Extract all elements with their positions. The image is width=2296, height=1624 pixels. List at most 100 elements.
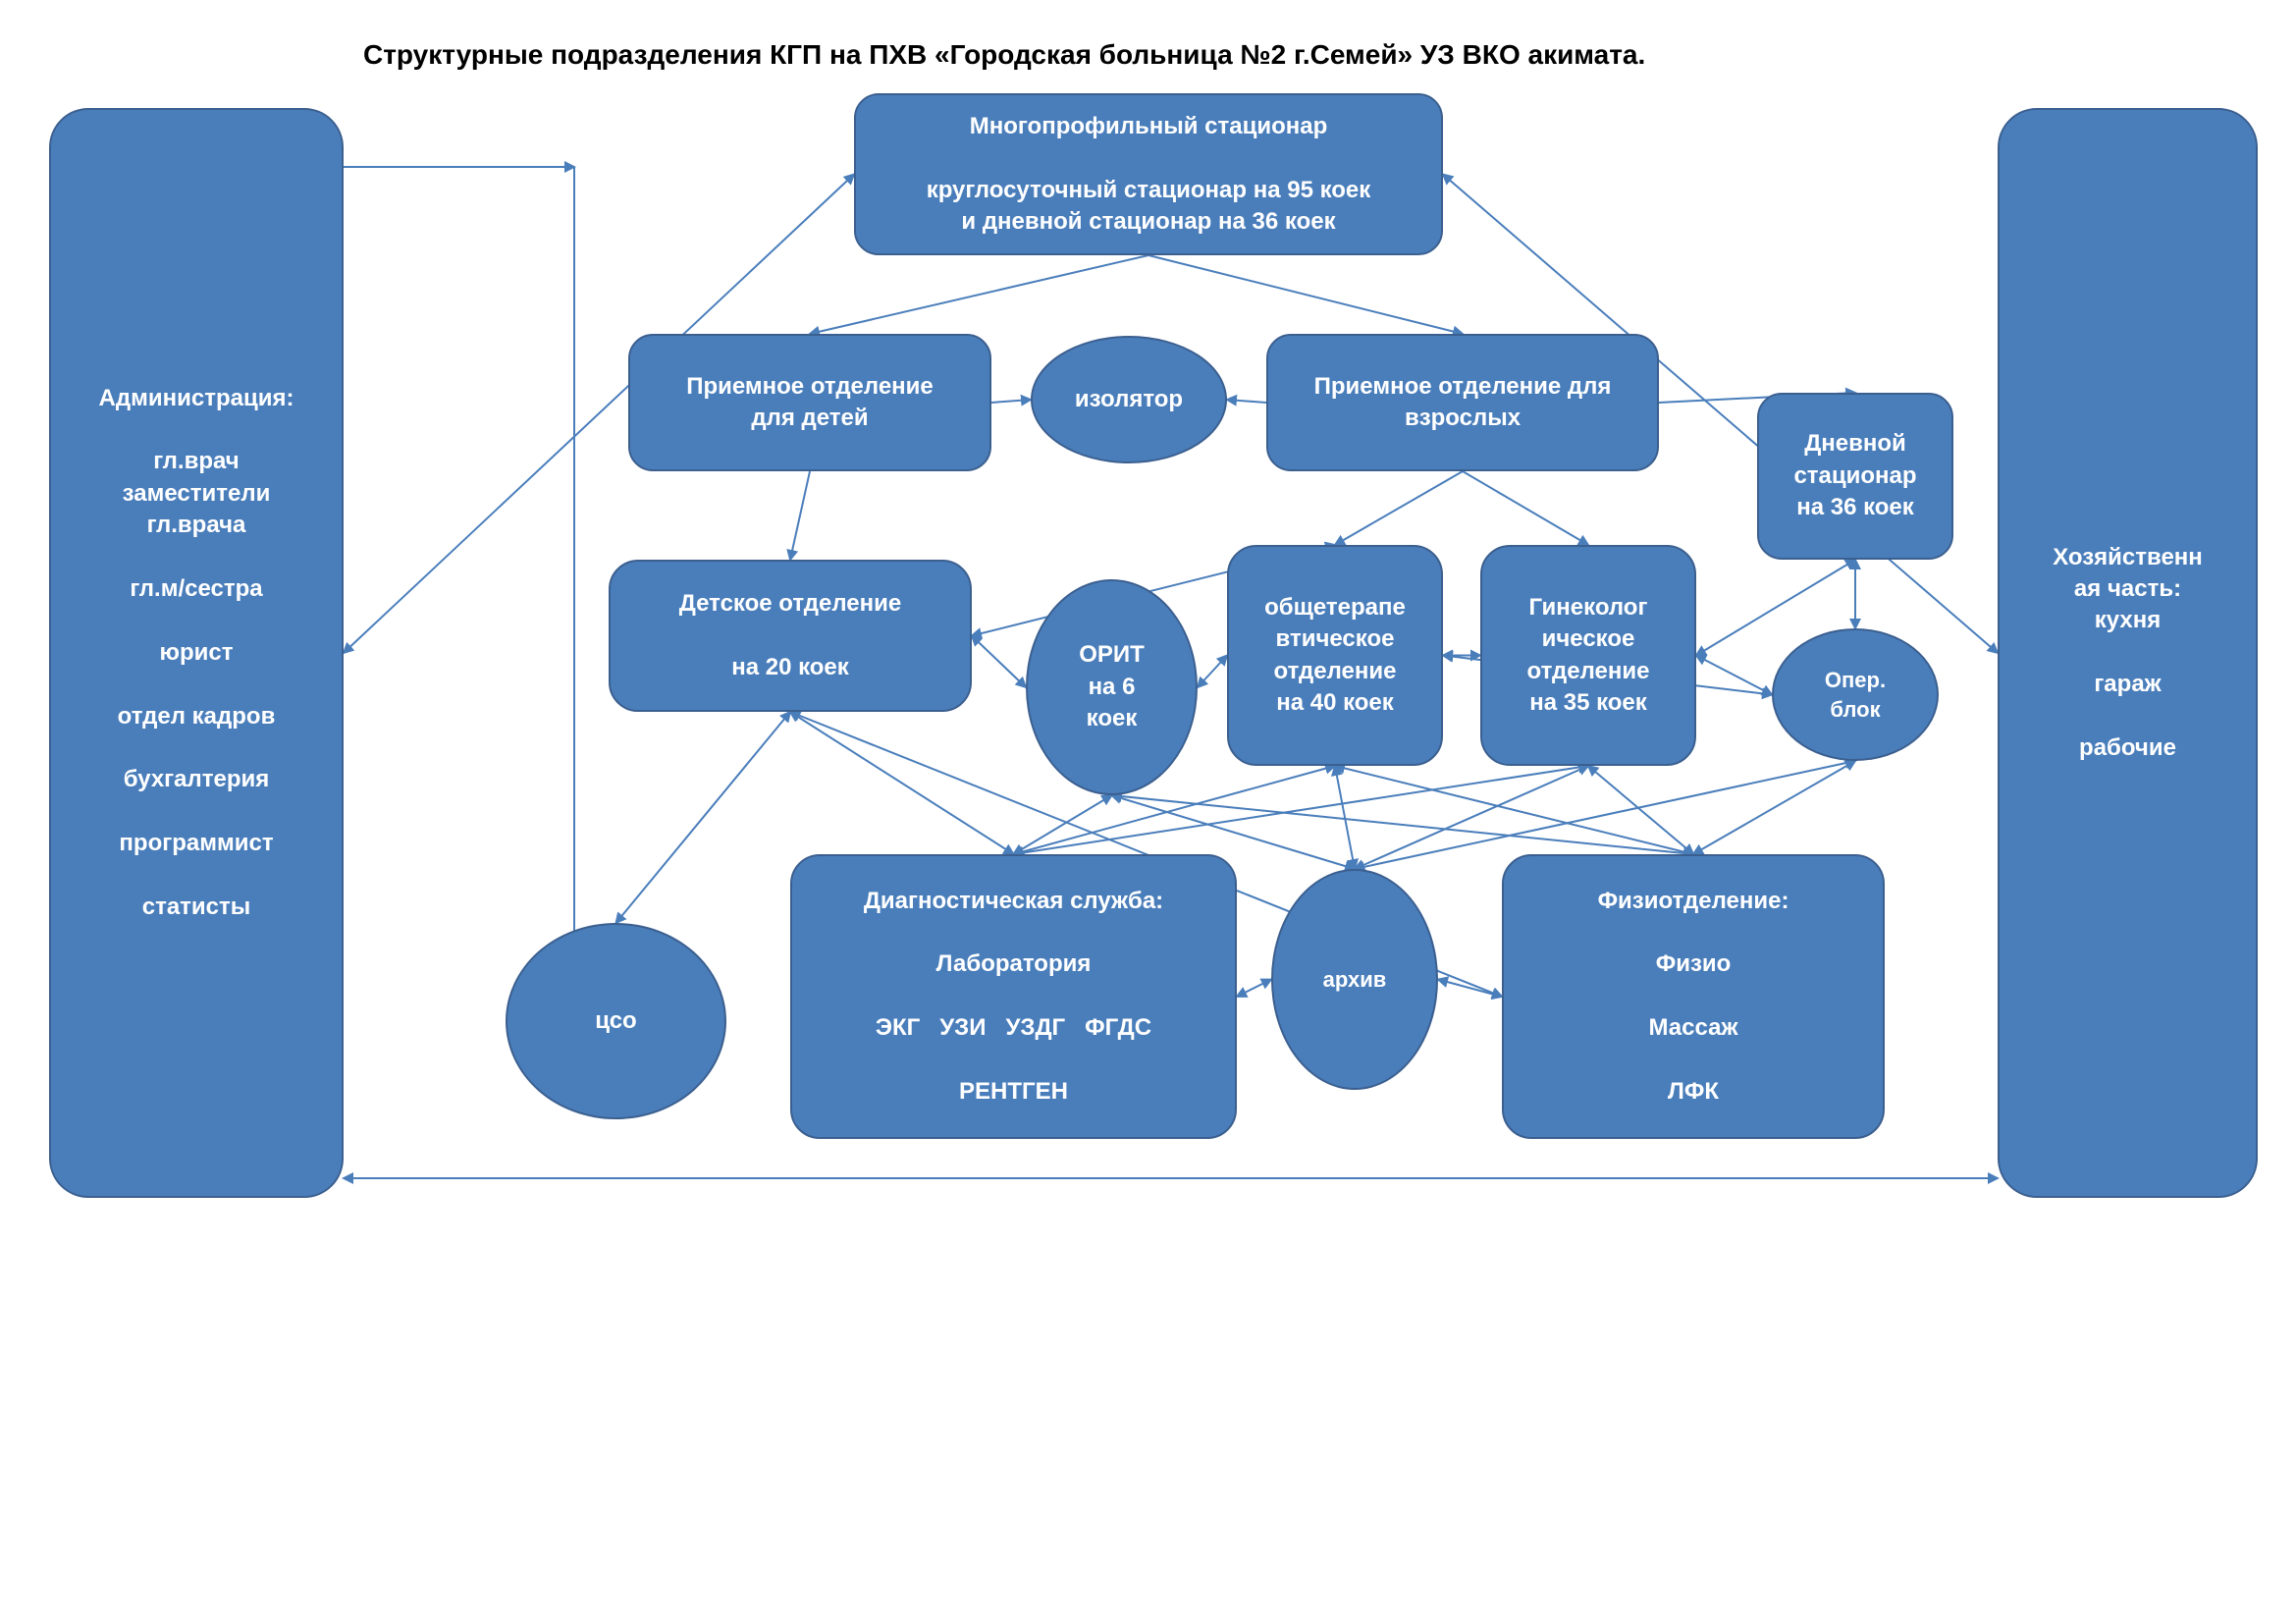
edge [1696,656,1772,695]
node-text-line: программист [119,828,273,859]
node-text-line: ая часть: [2074,573,2181,605]
node-text-line: гл.врача [147,510,246,541]
node-text-line: и дневной стационар на 36 коек [961,206,1335,238]
node-text-line: бухгалтерия [124,764,270,795]
edge [1438,980,1502,998]
node-therapy: общетерапевтическоеотделениена 40 коек [1227,545,1443,766]
node-text-line: коек [1087,703,1138,734]
node-text-line: на 6 [1089,672,1136,703]
node-text-line: Дневной [1804,428,1906,460]
node-text-line [1690,917,1697,948]
node-physio: Физиотделение: Физио Массаж ЛФК [1502,854,1885,1139]
node-text-line: кухня [2095,605,2162,636]
node-text-line: Диагностическая служба: [864,886,1163,917]
node-text-line [2124,701,2131,732]
edge [1355,761,1855,869]
edge [991,400,1031,403]
node-text-line: Детское отделение [679,588,902,620]
edge [1014,766,1336,854]
node-text-line: изолятор [1075,384,1183,415]
node-archive: архив [1271,869,1438,1090]
edge [1693,761,1855,854]
edge [1588,766,1693,854]
node-reception_adults: Приемное отделение длявзрослых [1266,334,1659,471]
node-text-line: Опер. [1825,666,1886,695]
node-text-line: для детей [751,403,868,434]
node-text-line: общетерапе [1264,592,1406,623]
node-text-line: круглосуточный стационар на 95 коек [927,175,1371,206]
node-text-line [1146,142,1152,174]
node-text-line: отделение [1274,656,1397,687]
node-text-line: цсо [595,1005,636,1037]
node-text-line: на 35 коек [1529,687,1647,719]
node-text-line: Многопрофильный стационар [970,111,1328,142]
node-day_hospital: Дневнойстационарна 36 коек [1757,393,1953,560]
node-text-line [193,542,200,573]
node-text-line: блок [1830,695,1880,725]
node-main_hospital: Многопрофильный стационар круглосуточный… [854,93,1443,255]
node-text-line: Хозяйственн [2053,542,2203,573]
node-text-line [193,669,200,700]
node-text-line: втическое [1276,623,1395,655]
node-text-line: на 36 коек [1796,492,1914,523]
node-text-line: гараж [2094,669,2161,700]
node-isolator: изолятор [1031,336,1227,463]
node-text-line: на 40 коек [1276,687,1394,719]
node-text-line: ЭКГ УЗИ УЗДГ ФГДС [876,1012,1151,1044]
node-text-line: Гинеколог [1529,592,1648,623]
node-text-line [1690,981,1697,1012]
node-cso: цсо [506,923,726,1119]
node-text-line: отдел кадров [118,701,276,732]
node-text-line: ическое [1542,623,1635,655]
node-text-line: стационар [1793,460,1916,492]
node-text-line [193,605,200,636]
edge [972,636,1026,688]
node-reception_children: Приемное отделениедля детей [628,334,991,471]
node-text-line: взрослых [1405,403,1521,434]
node-text-line: ЛФК [1668,1076,1719,1108]
node-text-line: отделение [1527,656,1650,687]
node-gyneco: Гинекологическоеотделениена 35 коек [1480,545,1696,766]
edge [790,471,810,560]
node-text-line: статисты [142,892,251,923]
edge [1198,656,1227,688]
node-text-line [1010,917,1017,948]
node-text-line [193,414,200,446]
node-text-line [1010,981,1017,1012]
edge [1014,795,1112,854]
node-orit: ОРИТна 6коек [1026,579,1198,795]
edge [790,712,1014,854]
node-text-line: гл.врач [153,446,239,477]
node-text-line: Физиотделение: [1598,886,1789,917]
node-diagnostic: Диагностическая служба: Лаборатория ЭКГ … [790,854,1237,1139]
node-text-line: Приемное отделение [686,371,934,403]
node-text-line: рабочие [2079,732,2176,764]
node-text-line: РЕНТГЕН [959,1076,1068,1108]
node-text-line [193,796,200,828]
node-text-line: архив [1323,965,1387,995]
node-text-line: Лаборатория [936,948,1092,980]
node-text-line: гл.м/сестра [130,573,262,605]
node-text-line [193,860,200,892]
node-oper: Опер.блок [1772,628,1939,761]
node-text-line: Физио [1656,948,1732,980]
edge [1112,795,1694,854]
node-text-line [1010,1045,1017,1076]
edge [616,712,791,923]
edge [1463,471,1588,545]
diagram-stage: Структурные подразделения КГП на ПХВ «Го… [0,0,2296,1624]
node-text-line: заместители [123,478,271,510]
edge [1227,400,1266,403]
edge [1148,255,1463,334]
node-text-line [787,620,794,651]
diagram-title: Структурные подразделения КГП на ПХВ «Го… [363,39,1645,71]
node-text-line [1690,1045,1697,1076]
node-text-line: на 20 коек [731,652,849,683]
node-text-line: ОРИТ [1079,639,1145,671]
edge [1335,766,1693,854]
node-admin: Администрация: гл.врачзаместителигл.врач… [49,108,344,1198]
node-children_dept: Детское отделение на 20 коек [609,560,972,712]
node-text-line: Массаж [1649,1012,1738,1044]
node-text-line: юрист [159,637,233,669]
edge [810,255,1148,334]
